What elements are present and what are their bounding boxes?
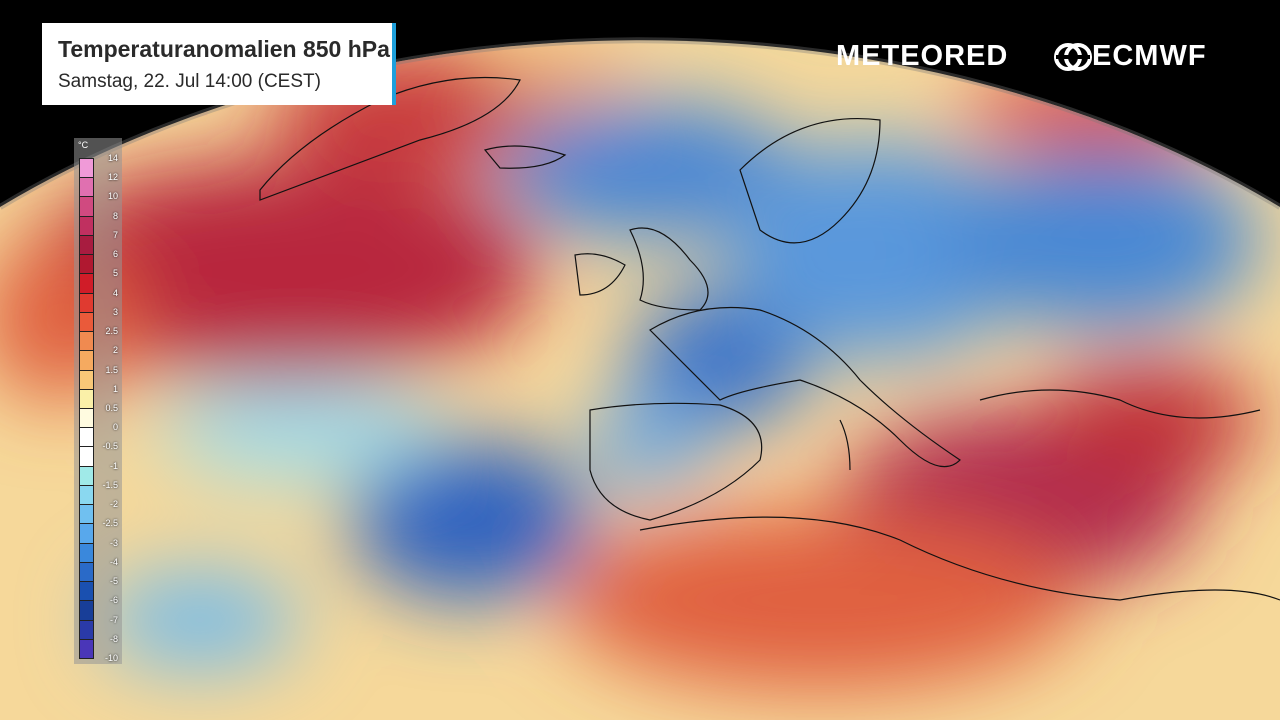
legend-swatch — [79, 215, 94, 236]
legend-swatch — [79, 465, 94, 486]
legend-swatch — [79, 408, 94, 429]
legend-label: -1 — [109, 460, 118, 471]
legend-swatch — [79, 311, 94, 333]
legend-swatch — [79, 542, 94, 563]
legend-label: -4 — [109, 556, 118, 567]
coastlines — [259, 76, 1280, 601]
legend-label: -2.5 — [102, 518, 118, 529]
legend-label: 12 — [107, 172, 118, 183]
legend-swatch — [79, 350, 94, 371]
legend-swatch — [79, 427, 94, 448]
legend-label: 8 — [112, 210, 118, 221]
legend-swatch — [79, 619, 94, 640]
legend-label: -8 — [109, 633, 118, 644]
legend-label: -3 — [109, 537, 118, 548]
legend-swatch — [79, 369, 94, 390]
legend-label: 0.5 — [105, 403, 118, 413]
legend-swatch — [79, 600, 94, 621]
ecmwf-logo-text: ECMWF — [1092, 40, 1207, 72]
legend-swatch — [79, 388, 94, 409]
legend-label: -2 — [109, 499, 118, 510]
legend-label: 5 — [112, 268, 118, 279]
legend-swatch — [79, 484, 94, 506]
legend-swatch — [79, 504, 94, 525]
legend-label: 0 — [112, 422, 118, 433]
legend-swatch — [79, 561, 94, 583]
ecmwf-emblem-icon — [1054, 42, 1092, 71]
legend-swatch — [79, 331, 94, 352]
color-legend: °C 14 12 10 8 7 6 5 4 3 2.5 2 1.5 1 0.5 0 -0.5 -1 -1.5 -2 -… — [74, 138, 122, 664]
legend-label: 2.5 — [105, 326, 118, 337]
legend-label: 1.5 — [105, 364, 118, 375]
legend-swatch — [79, 196, 94, 217]
legend-swatch — [79, 638, 94, 659]
ecmwf-logo: ECMWF — [1054, 40, 1207, 73]
legend-swatch — [79, 158, 94, 179]
legend-label: -5 — [109, 576, 118, 587]
legend-label: -1.5 — [102, 479, 118, 490]
legend-label: -0.5 — [102, 441, 118, 452]
legend-label: 7 — [112, 229, 118, 240]
globe-rim — [0, 37, 1280, 210]
legend-label: 6 — [112, 249, 118, 260]
legend-label: -6 — [109, 595, 118, 606]
legend-swatch — [79, 523, 94, 544]
legend-swatch — [79, 581, 94, 602]
legend-unit: °C — [78, 140, 89, 150]
legend-label: 10 — [107, 191, 118, 202]
legend-label: 1 — [112, 383, 118, 394]
legend-swatch — [79, 446, 94, 467]
legend-label: -7 — [109, 614, 118, 625]
legend-label: 4 — [112, 287, 118, 298]
legend-swatch — [79, 177, 94, 198]
legend-label: 14 — [107, 153, 118, 163]
legend-swatch — [79, 273, 94, 294]
legend-label: 2 — [112, 345, 118, 356]
title-box: Temperaturanomalien 850 hPa Samstag, 22.… — [42, 23, 396, 105]
meteored-logo: METEORED — [836, 40, 1009, 72]
map-timestamp: Samstag, 22. Jul 14:00 (CEST) — [58, 71, 321, 92]
legend-label: 3 — [112, 306, 118, 317]
legend-swatch — [79, 292, 94, 313]
legend-swatch — [79, 234, 94, 256]
legend-swatch — [79, 254, 94, 275]
map-title: Temperaturanomalien 850 hPa — [58, 36, 390, 62]
legend-label: -10 — [104, 653, 118, 663]
